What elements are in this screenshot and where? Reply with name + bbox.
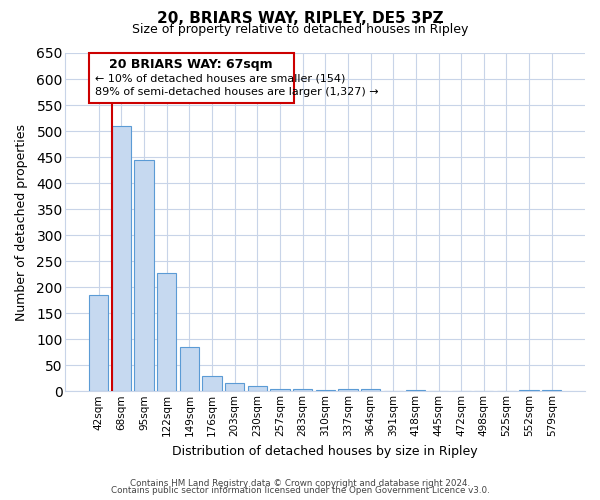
Y-axis label: Number of detached properties: Number of detached properties: [15, 124, 28, 320]
Bar: [271, 388, 290, 392]
Bar: [89, 295, 109, 392]
Bar: [361, 388, 380, 392]
Text: ← 10% of detached houses are smaller (154): ← 10% of detached houses are smaller (15…: [95, 74, 346, 84]
Bar: [542, 390, 562, 392]
Bar: [293, 388, 312, 392]
Bar: [112, 126, 131, 392]
Bar: [157, 272, 176, 392]
Text: 20, BRIARS WAY, RIPLEY, DE5 3PZ: 20, BRIARS WAY, RIPLEY, DE5 3PZ: [157, 11, 443, 26]
Text: Contains HM Land Registry data © Crown copyright and database right 2024.: Contains HM Land Registry data © Crown c…: [130, 478, 470, 488]
Bar: [316, 390, 335, 392]
Text: Contains public sector information licensed under the Open Government Licence v3: Contains public sector information licen…: [110, 486, 490, 495]
X-axis label: Distribution of detached houses by size in Ripley: Distribution of detached houses by size …: [172, 444, 478, 458]
Bar: [248, 386, 267, 392]
Bar: [225, 384, 244, 392]
Bar: [406, 390, 425, 392]
Text: Size of property relative to detached houses in Ripley: Size of property relative to detached ho…: [132, 22, 468, 36]
Bar: [520, 390, 539, 392]
Text: 89% of semi-detached houses are larger (1,327) →: 89% of semi-detached houses are larger (…: [95, 87, 379, 97]
Bar: [134, 160, 154, 392]
Bar: [180, 347, 199, 392]
FancyBboxPatch shape: [89, 53, 293, 104]
Bar: [338, 388, 358, 392]
Bar: [202, 376, 221, 392]
Text: 20 BRIARS WAY: 67sqm: 20 BRIARS WAY: 67sqm: [109, 58, 273, 71]
